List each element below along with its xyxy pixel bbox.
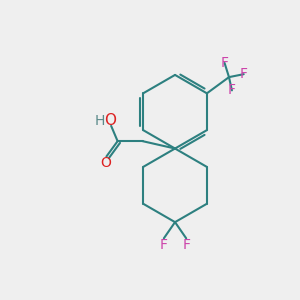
Text: H: H [95,114,105,128]
Text: F: F [220,56,229,70]
Text: F: F [228,83,236,98]
Text: O: O [100,156,111,170]
Text: F: F [182,238,190,252]
Text: F: F [160,238,168,252]
Text: F: F [240,67,248,81]
Text: O: O [104,113,116,128]
